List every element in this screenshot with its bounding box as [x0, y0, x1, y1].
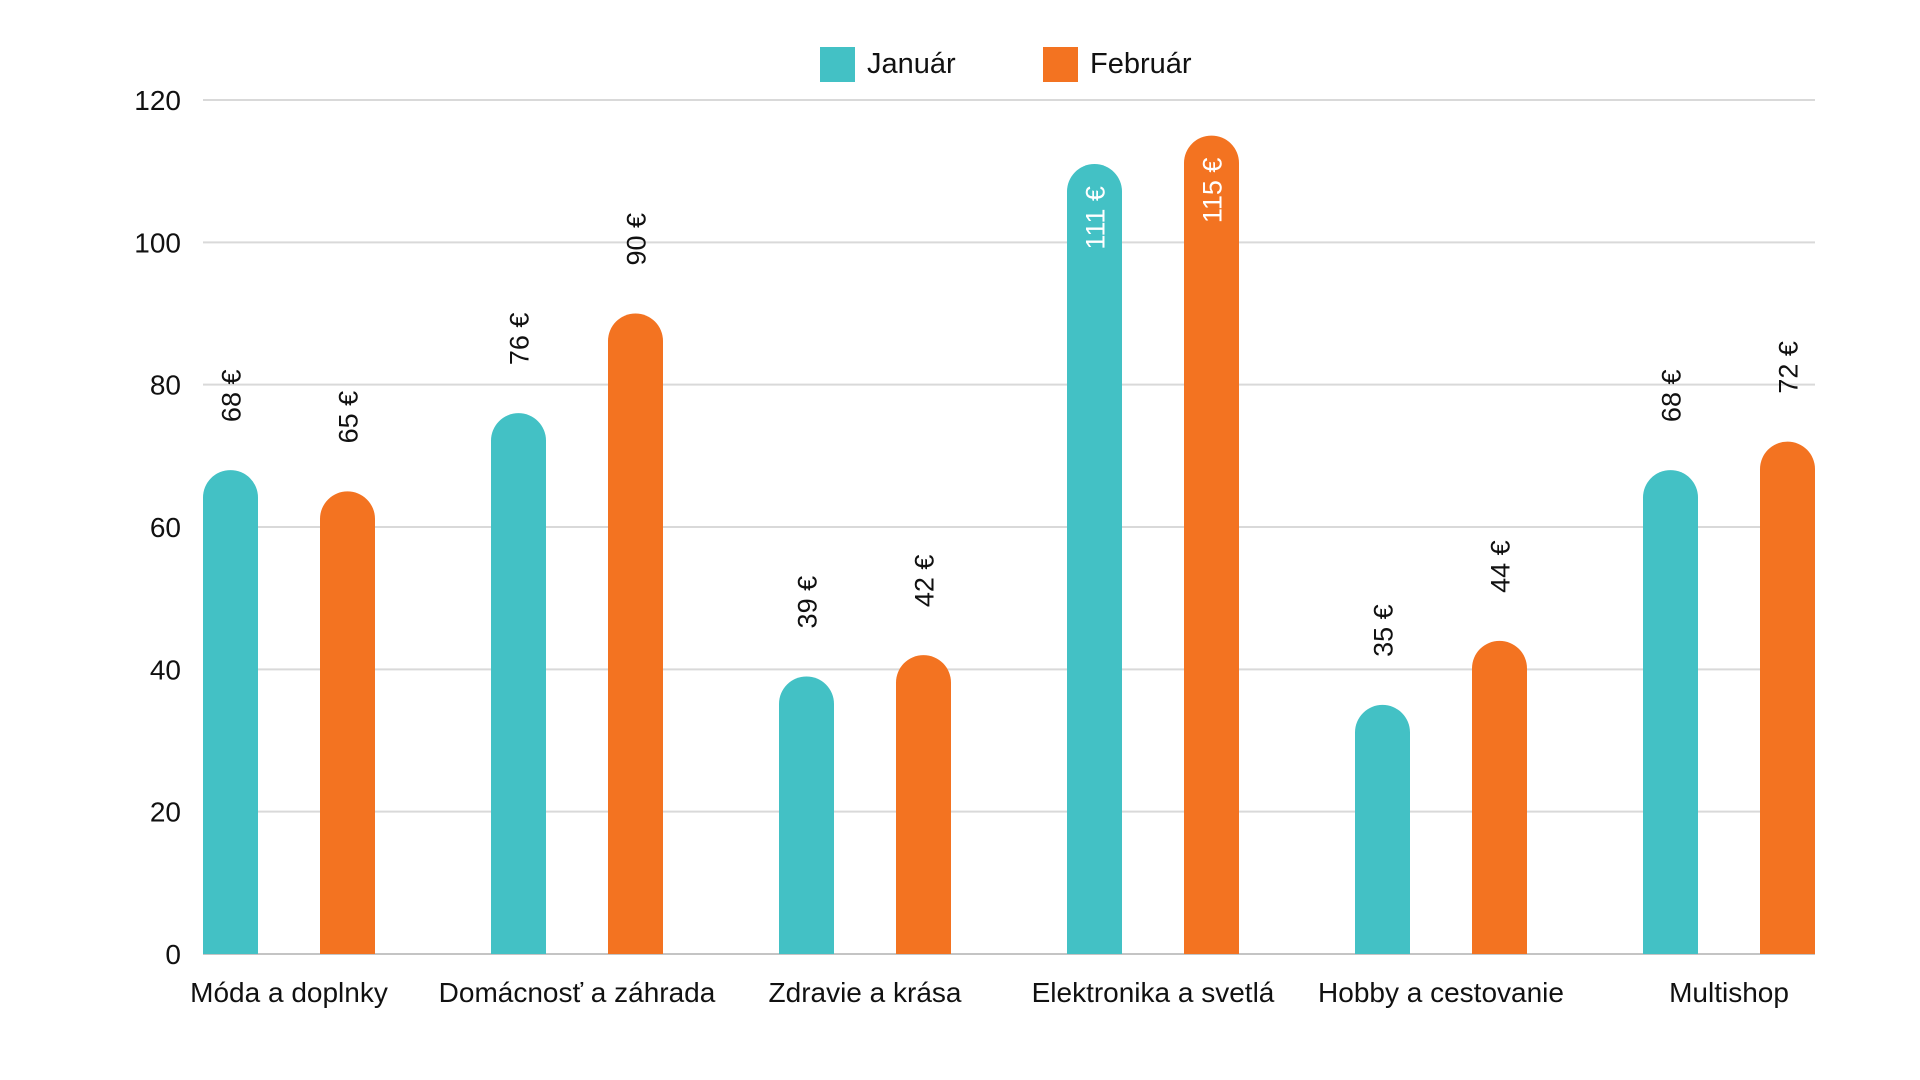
y-tick-label-120: 120	[134, 85, 181, 116]
bar-februar-0[interactable]	[320, 491, 375, 954]
x-tick-label-1: Domácnosť a záhrada	[439, 977, 716, 1008]
x-tick-label-4: Hobby a cestovanie	[1318, 977, 1564, 1008]
y-tick-label-60: 60	[150, 512, 181, 543]
bar-februar-1[interactable]	[608, 313, 663, 955]
x-tick-label-2: Zdravie a krása	[769, 977, 962, 1008]
legend-label-januar: Január	[867, 48, 956, 80]
bar-februar-2[interactable]	[896, 655, 951, 954]
data-label-februar-2: 42 €	[910, 555, 940, 608]
y-tick-label-40: 40	[150, 654, 181, 685]
y-tick-label-20: 20	[150, 797, 181, 828]
data-label-februar-0: 65 €	[334, 391, 364, 444]
legend-label-februar: Február	[1090, 48, 1192, 80]
x-tick-label-5: Multishop	[1669, 977, 1789, 1008]
y-tick-label-0: 0	[165, 939, 181, 970]
data-label-februar-1: 90 €	[622, 213, 652, 266]
bar-februar-5[interactable]	[1760, 441, 1815, 955]
data-label-februar-5: 72 €	[1774, 341, 1804, 394]
bar-februar-4[interactable]	[1472, 640, 1527, 954]
bar-februar-3[interactable]	[1184, 135, 1239, 955]
x-tick-label-3: Elektronika a svetlá	[1032, 977, 1275, 1008]
data-label-januar-0: 68 €	[217, 370, 247, 423]
x-tick-label-0: Móda a doplnky	[190, 977, 388, 1008]
y-tick-label-100: 100	[134, 227, 181, 258]
bars	[203, 135, 1815, 955]
bar-januar-2[interactable]	[779, 676, 834, 954]
y-tick-label-80: 80	[150, 370, 181, 401]
x-axis-tick-labels: Móda a doplnky Domácnosť a záhrada Zdravie…	[190, 977, 1789, 1008]
data-label-januar-4: 35 €	[1369, 604, 1399, 657]
bar-januar-4[interactable]	[1355, 704, 1410, 954]
legend: Január Február	[0, 46, 1920, 86]
legend-item-januar[interactable]: Január	[820, 46, 956, 82]
data-label-januar-3: 111 €	[1081, 186, 1111, 250]
data-label-januar-5: 68 €	[1657, 370, 1687, 423]
data-label-februar-4: 44 €	[1486, 540, 1516, 593]
bar-januar-3[interactable]	[1067, 164, 1122, 955]
y-axis-tick-labels: 0 20 40 60 80 100 120	[134, 85, 181, 970]
gridlines	[203, 99, 1815, 955]
data-label-februar-3: 115 €	[1198, 158, 1228, 224]
legend-swatch-februar	[1043, 46, 1078, 82]
bar-januar-1[interactable]	[491, 413, 546, 954]
data-labels: 68 € 65 € 76 € 90 € 39 € 42 € 111 € 115 € 35 € 44…	[217, 158, 1804, 657]
legend-item-februar[interactable]: Február	[1043, 46, 1192, 82]
bar-januar-5[interactable]	[1643, 470, 1698, 954]
legend-swatch-januar	[820, 46, 855, 82]
bar-januar-0[interactable]	[203, 470, 258, 954]
data-label-januar-1: 76 €	[505, 313, 535, 366]
data-label-januar-2: 39 €	[793, 576, 823, 629]
